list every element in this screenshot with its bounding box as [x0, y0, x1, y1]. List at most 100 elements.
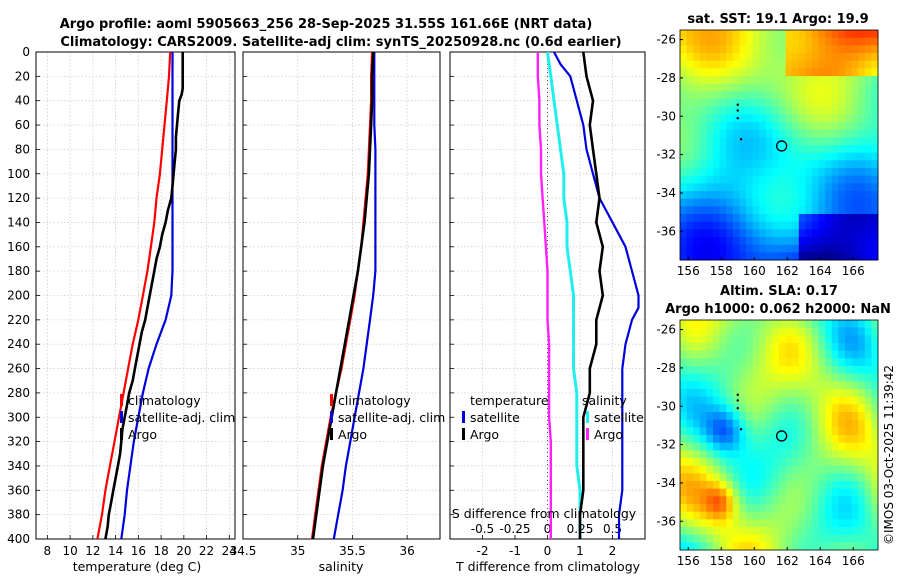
- map-cell: [739, 152, 747, 161]
- map-cell: [871, 145, 879, 154]
- lat-tick-label: -32: [656, 148, 676, 162]
- map-cell: [680, 381, 687, 390]
- map-cell: [805, 91, 813, 100]
- map-cell: [851, 427, 859, 436]
- map-cell: [838, 320, 846, 329]
- map-cell: [818, 45, 826, 54]
- map-cell: [831, 137, 839, 146]
- satellite-salinity-line: [332, 52, 377, 540]
- map-cell: [719, 442, 727, 451]
- map-cell: [739, 473, 747, 482]
- map-cell: [812, 91, 819, 100]
- map-cell: [759, 320, 767, 329]
- map-cell: [706, 327, 714, 336]
- map-cell: [805, 519, 813, 528]
- map-cell: [805, 381, 813, 390]
- map-cell: [732, 106, 740, 115]
- map-cell: [825, 252, 833, 261]
- map-cell: [759, 76, 767, 85]
- map-cell: [713, 60, 720, 69]
- map-cell: [713, 412, 720, 421]
- map-cell: [864, 60, 872, 69]
- map-cell: [812, 183, 819, 192]
- map-cell: [851, 534, 859, 543]
- map-cell: [719, 412, 727, 421]
- map-cell: [858, 496, 866, 505]
- map-cell: [818, 229, 826, 238]
- map-cell: [818, 519, 826, 528]
- map-cell: [686, 481, 694, 490]
- map-cell: [831, 106, 839, 115]
- map-cell: [693, 350, 701, 359]
- map-cell: [739, 542, 747, 551]
- map-cell: [765, 412, 773, 421]
- map-cell: [713, 68, 720, 77]
- map-cell: [686, 320, 694, 329]
- map-cell: [812, 519, 819, 528]
- map-cell: [732, 412, 740, 421]
- temperature-tick-label: 16: [131, 544, 146, 558]
- map-cell: [765, 465, 773, 474]
- map-cell: [746, 160, 753, 169]
- map-cell: [805, 465, 813, 474]
- map-cell: [680, 465, 687, 474]
- map-cell: [759, 504, 767, 513]
- map-cell: [693, 37, 701, 46]
- map-cell: [871, 83, 879, 92]
- map-cell: [825, 183, 833, 192]
- map-cell: [871, 504, 879, 513]
- map-cell: [864, 191, 872, 200]
- map-cell: [792, 435, 800, 444]
- map-cell: [798, 427, 806, 436]
- map-cell: [693, 214, 701, 223]
- map-cell: [831, 53, 839, 62]
- map-cell: [785, 191, 793, 200]
- map-cell: [746, 137, 753, 146]
- map-cell: [838, 511, 846, 520]
- map-cell: [739, 458, 747, 467]
- map-cell: [831, 519, 839, 528]
- salinity-tick-label: 36: [400, 544, 415, 558]
- map-cell: [732, 99, 740, 108]
- map-cell: [759, 542, 767, 551]
- map-cell: [864, 373, 872, 382]
- temperature-xlabel: temperature (deg C): [73, 559, 202, 574]
- map-cell: [871, 519, 879, 528]
- map-cell: [732, 381, 740, 390]
- temperature-argo-diff-line: [578, 51, 605, 539]
- map-cell: [792, 168, 800, 177]
- temperature-satellite-diff-line: [553, 51, 640, 539]
- map-cell: [871, 427, 879, 436]
- map-cell: [871, 488, 879, 497]
- map-cell: [746, 366, 753, 375]
- map-cell: [719, 91, 727, 100]
- map-cell: [746, 168, 753, 177]
- map-cell: [706, 435, 714, 444]
- map-cell: [706, 373, 714, 382]
- map-cell: [739, 350, 747, 359]
- map-cell: [686, 252, 694, 261]
- map-cell: [838, 450, 846, 459]
- map-cell: [798, 389, 806, 398]
- map-cell: [759, 198, 767, 207]
- map-cell: [686, 358, 694, 367]
- map-cell: [772, 160, 780, 169]
- map-cell: [838, 343, 846, 352]
- map-cell: [739, 53, 747, 62]
- map-cell: [713, 83, 720, 92]
- map-cell: [864, 129, 872, 138]
- map-cell: [693, 160, 701, 169]
- map-cell: [752, 137, 760, 146]
- map-cell: [838, 327, 846, 336]
- map-cell: [805, 60, 813, 69]
- map-cell: [838, 442, 846, 451]
- map-cell: [838, 129, 846, 138]
- map-cell: [785, 412, 793, 421]
- map-cell: [779, 183, 786, 192]
- map-cell: [871, 214, 879, 223]
- map-cell: [871, 60, 879, 69]
- map-cell: [871, 68, 879, 77]
- map-cell: [739, 60, 747, 69]
- legend-t-argo-label: Argo: [470, 427, 499, 442]
- map-cell: [726, 488, 734, 497]
